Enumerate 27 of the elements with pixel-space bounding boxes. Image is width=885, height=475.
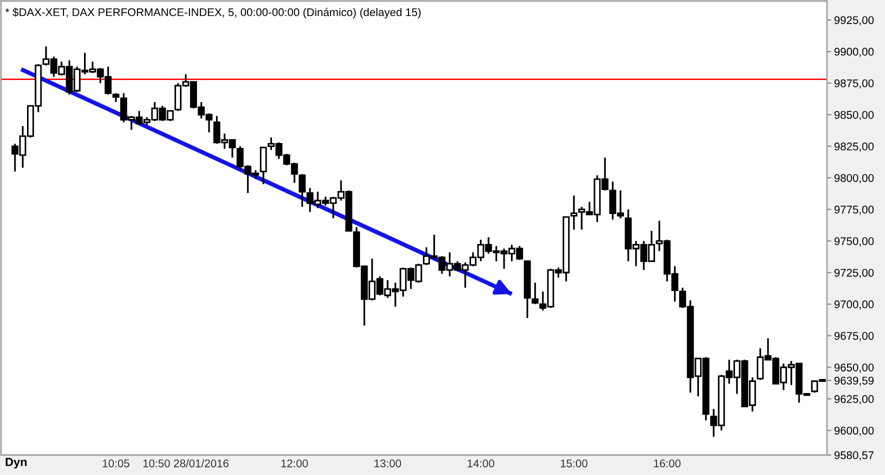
x-tick-label: 12:00 bbox=[281, 459, 308, 468]
x-tick-label: 15:00 bbox=[560, 459, 588, 468]
y-tick-label: 9600,00 bbox=[834, 426, 874, 436]
text: * $DAX-XET, DAX PERFORMANCE-INDEX, 5, 00:00-00:00 (Dinámico) (delayed 15) bbox=[5, 8, 421, 18]
y-tick-label: 9825,00 bbox=[834, 142, 874, 152]
x-tick-label: 10:05 bbox=[102, 459, 130, 468]
y-tick-label: 9800,00 bbox=[834, 174, 874, 184]
y-tick-label: 9675,00 bbox=[834, 332, 874, 342]
y-tick-label: 9700,00 bbox=[834, 300, 874, 310]
candlestick bbox=[260, 146, 267, 185]
y-tick-label: 9650,00 bbox=[834, 364, 874, 373]
y-tick-label: 9750,00 bbox=[834, 237, 874, 246]
y-tick-label: 9580,57 bbox=[834, 451, 874, 460]
candlestick bbox=[532, 282, 539, 305]
y-tick-label: 9775,00 bbox=[834, 206, 874, 215]
x-tick-label: 14:00 bbox=[468, 459, 494, 468]
y-tick-label: 9625,00 bbox=[834, 395, 874, 404]
text: Dyn bbox=[6, 458, 27, 469]
y-tick-label: 9639,59 bbox=[834, 376, 874, 386]
y-tick-label: 9875,00 bbox=[834, 79, 874, 89]
y-tick-label: 9850,00 bbox=[834, 110, 874, 120]
x-tick-label: 16:00 bbox=[654, 459, 681, 468]
y-tick-label: 9725,00 bbox=[834, 268, 874, 278]
x-tick-label: 10:50 28/01/2016 bbox=[143, 459, 229, 468]
y-tick-label: 9900,00 bbox=[834, 48, 874, 57]
x-tick-label: 13:00 bbox=[374, 459, 402, 468]
y-tick-label: 9925,00 bbox=[834, 16, 874, 26]
